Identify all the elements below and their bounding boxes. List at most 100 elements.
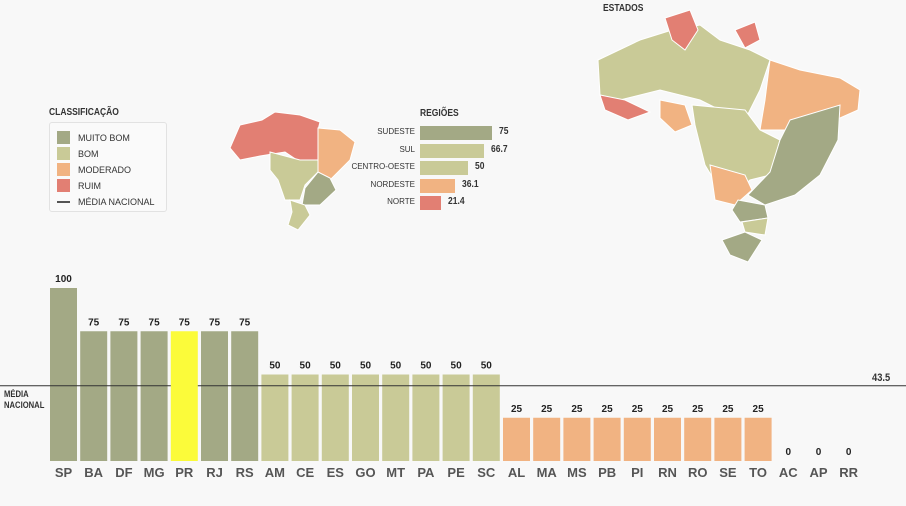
legend-swatch — [57, 131, 70, 144]
bar-rn — [654, 417, 681, 461]
region-label: SUL — [399, 144, 415, 154]
bar-pa — [412, 374, 440, 461]
tick-label: SC — [477, 465, 496, 480]
bar-sc — [472, 374, 500, 461]
regions-map — [229, 111, 356, 231]
state-ac — [599, 94, 652, 121]
bar-ro — [684, 417, 712, 461]
legend-title: CLASSIFICAÇÃO — [49, 107, 119, 118]
bar-pi — [623, 417, 651, 461]
tick-label: RR — [839, 465, 858, 480]
tick-label: PR — [175, 465, 194, 480]
state-ms — [709, 164, 753, 206]
bar-ce — [291, 374, 319, 461]
data-label: 25 — [541, 404, 553, 415]
bar-am — [261, 374, 289, 461]
bar-es — [321, 374, 349, 461]
tick-label: ES — [327, 465, 345, 480]
tick-label: RO — [688, 465, 708, 480]
tick-label: GO — [355, 465, 375, 480]
data-label: 25 — [722, 404, 734, 415]
legend-label: BOM — [78, 148, 99, 159]
legend-label: MODERADO — [78, 164, 132, 175]
legend-item-media: MÉDIA NACIONAL — [57, 195, 155, 208]
data-label: 75 — [239, 317, 251, 328]
tick-label: CE — [296, 465, 314, 480]
tick-label: MS — [567, 465, 587, 480]
data-label: 0 — [846, 447, 852, 458]
data-label: 50 — [420, 361, 432, 372]
tick-label: PE — [447, 465, 465, 480]
data-label: 50 — [330, 361, 342, 372]
tick-label: SP — [55, 465, 73, 480]
bar-sp — [50, 288, 77, 461]
tick-label: MG — [144, 465, 165, 480]
region-bar — [420, 196, 441, 210]
bar-pb — [593, 417, 621, 461]
state-ap — [734, 21, 761, 49]
states-map-title: ESTADOS — [603, 3, 644, 14]
tick-label: RJ — [206, 465, 223, 480]
region-label: NORTE — [387, 197, 415, 206]
data-label: 50 — [390, 361, 402, 372]
legend-item-ruim: RUIM — [57, 179, 101, 192]
tick-label: SE — [719, 465, 737, 480]
data-label: 25 — [632, 404, 644, 415]
bar-al — [503, 417, 530, 461]
bar-pe — [442, 374, 470, 461]
tick-label: RN — [658, 465, 677, 480]
data-label: 50 — [300, 361, 312, 372]
data-label: 0 — [816, 447, 822, 458]
tick-label: PB — [598, 465, 616, 480]
tick-label: TO — [749, 465, 767, 480]
data-label: 75 — [179, 317, 191, 328]
region-value: 66.7 — [491, 143, 508, 155]
region-bar — [420, 161, 469, 175]
legend-item-bom: BOM — [57, 147, 99, 160]
data-label: 25 — [602, 404, 614, 415]
legend-swatch — [57, 163, 70, 176]
data-label: 25 — [692, 404, 704, 415]
states-sudeste — [747, 104, 841, 206]
tick-label: MT — [386, 465, 405, 480]
data-label: 75 — [118, 317, 130, 328]
bar-df — [110, 331, 138, 461]
state-sc — [741, 217, 769, 236]
region-sudeste — [301, 171, 337, 206]
bar-pr — [170, 331, 198, 461]
region-bar — [420, 178, 455, 193]
legend-label: MUITO BOM — [78, 132, 130, 143]
tick-label: AC — [779, 465, 798, 480]
tick-label: AP — [809, 465, 827, 480]
tick-label: PI — [631, 465, 643, 480]
data-label: 25 — [753, 404, 765, 415]
data-label: 50 — [269, 361, 281, 372]
tick-label: AL — [508, 465, 525, 480]
tick-label: MA — [537, 465, 558, 480]
states-map — [597, 9, 861, 263]
region-value: 21.4 — [447, 196, 465, 207]
data-label: 0 — [786, 447, 792, 458]
bar-mt — [382, 374, 410, 461]
bar-rj — [201, 331, 228, 461]
bar-mg — [140, 331, 168, 461]
state-ro — [659, 99, 693, 133]
data-label: 75 — [149, 317, 161, 328]
tick-label: DF — [115, 465, 132, 480]
legend-item-moderado: MODERADO — [57, 163, 131, 176]
data-label: 50 — [451, 361, 463, 372]
region-label: CENTRO-OESTE — [351, 162, 415, 171]
region-value: 50 — [475, 161, 485, 172]
state-rs — [721, 231, 763, 263]
bar-ba — [80, 331, 108, 461]
reference-line-value: 43.5 — [872, 372, 891, 384]
tick-label: PA — [417, 465, 435, 480]
data-label: 75 — [209, 317, 221, 328]
data-label: 50 — [481, 361, 493, 372]
data-label: 25 — [662, 404, 674, 415]
legend: MUITO BOM BOM MODERADO RUIM MÉDIA NACION… — [49, 122, 167, 212]
bar-ma — [533, 417, 561, 461]
